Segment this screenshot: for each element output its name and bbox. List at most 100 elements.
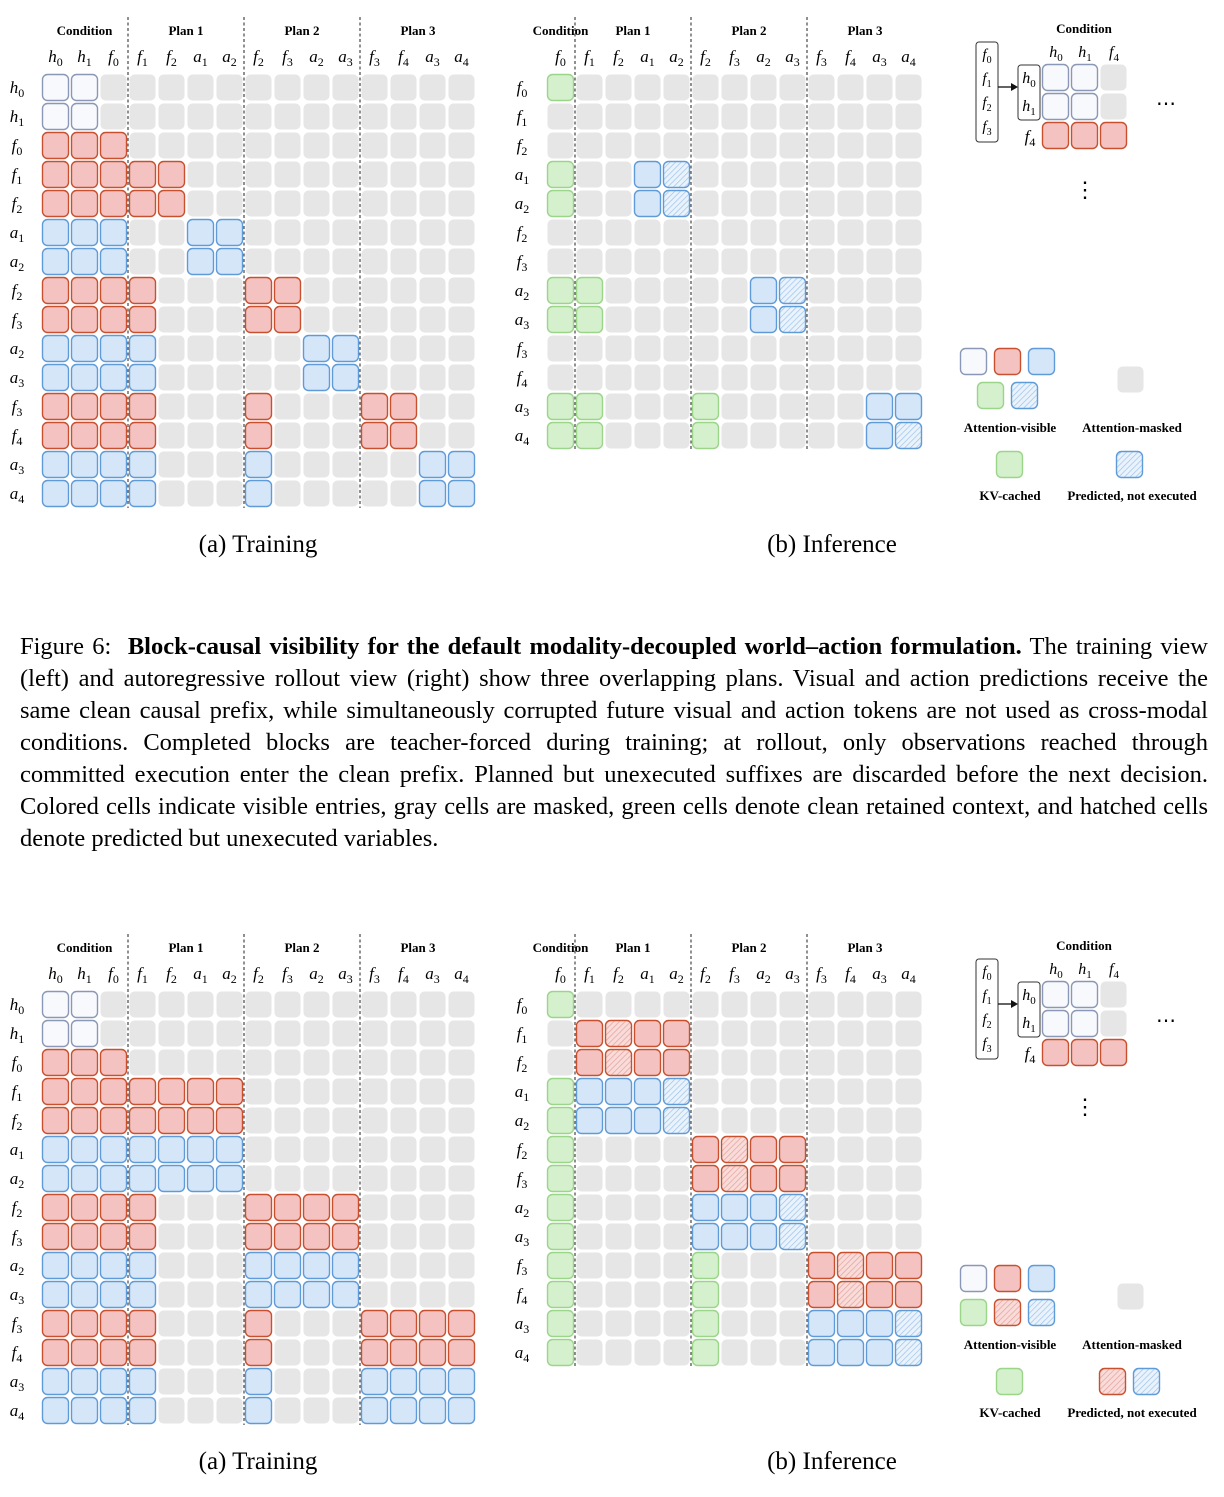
token-label: a4 <box>901 964 916 986</box>
token-label: a2 <box>515 1111 530 1133</box>
token-base: h <box>1022 987 1030 1004</box>
cell-masked <box>158 1339 185 1366</box>
token-base: a <box>10 1401 19 1420</box>
cell-masked <box>332 1136 359 1163</box>
cell-masked <box>808 1136 835 1163</box>
cell-action-visible <box>70 218 99 247</box>
token-base: f <box>555 964 562 983</box>
token-subscript: 2 <box>18 347 24 361</box>
cell-action-visible <box>99 1367 128 1396</box>
token-base: a <box>640 47 649 66</box>
cell-frame-visible <box>244 1309 273 1338</box>
cell-action-visible <box>418 1367 447 1396</box>
cell-masked <box>866 1107 893 1134</box>
token-subscript: 2 <box>231 972 237 986</box>
cell-condition-visible <box>41 1019 70 1048</box>
token-subscript: 3 <box>521 1264 527 1278</box>
cell-frame-visible <box>128 305 157 334</box>
cell-masked <box>245 132 272 159</box>
cell-masked <box>245 1107 272 1134</box>
token-subscript: 0 <box>1057 969 1063 981</box>
inference-subcaption: (b) Inference <box>767 531 897 558</box>
token-label: a3 <box>425 964 440 986</box>
token-base: h <box>77 964 86 983</box>
cell-hatched-action <box>662 160 691 189</box>
cell-masked <box>390 991 417 1018</box>
cell-masked <box>390 74 417 101</box>
cell-masked <box>245 991 272 1018</box>
cell-condition-visible <box>41 73 70 102</box>
group-header: Plan 2 <box>731 940 766 955</box>
cell-masked <box>837 1049 864 1076</box>
token-label: h0 <box>48 964 63 986</box>
token-base: h <box>1078 44 1086 61</box>
cell-masked <box>721 1020 748 1047</box>
cell-masked <box>837 1020 864 1047</box>
token-base: f <box>12 310 19 329</box>
cell-frame-visible <box>99 189 128 218</box>
cell-kv-cached <box>546 1077 575 1106</box>
token-base: f <box>517 1024 524 1043</box>
cell-masked <box>663 1310 690 1337</box>
token-base: f <box>816 964 823 983</box>
cell-masked <box>390 1136 417 1163</box>
token-label: f4 <box>12 426 23 448</box>
cell-masked <box>866 74 893 101</box>
token-label: f0 <box>555 964 566 986</box>
cell-frame-visible <box>360 392 389 421</box>
cell-masked <box>808 1165 835 1192</box>
cell-masked <box>779 393 806 420</box>
cell-frame-visible <box>575 1019 604 1048</box>
cell-masked <box>721 306 748 333</box>
cell-masked <box>448 1165 475 1192</box>
cell-action-visible <box>128 1135 157 1164</box>
cell-masked <box>419 277 446 304</box>
token-subscript: 1 <box>1030 1023 1036 1035</box>
legend-attention-visible: Attention-visible <box>964 420 1057 435</box>
token-subscript: 2 <box>523 289 529 303</box>
token-base: f <box>12 194 19 213</box>
token-base: f <box>166 47 173 66</box>
token-base: f <box>1025 1044 1032 1063</box>
cell-masked <box>361 74 388 101</box>
cell-masked <box>303 393 330 420</box>
cell-masked <box>274 422 301 449</box>
token-subscript: 4 <box>463 55 469 69</box>
cell-frame-visible <box>128 1077 157 1106</box>
token-base: f <box>517 252 524 271</box>
cell-masked <box>721 1310 748 1337</box>
cell-action-visible <box>865 421 894 450</box>
token-base: a <box>10 252 19 271</box>
cell-hatched-action <box>778 1222 807 1251</box>
token-base: f <box>1109 961 1116 978</box>
cell-frame-visible <box>99 1106 128 1135</box>
cell-action-visible <box>128 1251 157 1280</box>
token-base: a <box>10 1285 19 1304</box>
token-base: f <box>12 1053 19 1072</box>
cell-kv-cached <box>546 73 575 102</box>
token-base: a <box>756 47 765 66</box>
cell-masked <box>1100 64 1127 91</box>
token-label: f4 <box>398 47 409 69</box>
cell-masked <box>808 248 835 275</box>
cell-kv-cached <box>691 421 720 450</box>
cell-action-visible <box>157 1164 186 1193</box>
cell-masked <box>634 1223 661 1250</box>
cell-kv-cached <box>546 276 575 305</box>
cell-masked <box>332 190 359 217</box>
cell-frame-visible <box>41 1193 70 1222</box>
cell-masked <box>332 219 359 246</box>
cell-frame-visible <box>99 1222 128 1251</box>
cell-masked <box>837 991 864 1018</box>
token-label: f1 <box>517 1024 528 1046</box>
token-base: a <box>10 455 19 474</box>
cell-frame-visible <box>244 1338 273 1367</box>
token-base: f <box>517 1140 524 1159</box>
cell-frame-visible <box>360 421 389 450</box>
token-base: f <box>584 964 591 983</box>
token-base: f <box>253 47 260 66</box>
cell-frame-visible <box>1041 121 1070 150</box>
token-label: a2 <box>10 252 25 274</box>
cell-masked <box>216 1397 243 1424</box>
cell-frame-visible <box>128 1222 157 1251</box>
